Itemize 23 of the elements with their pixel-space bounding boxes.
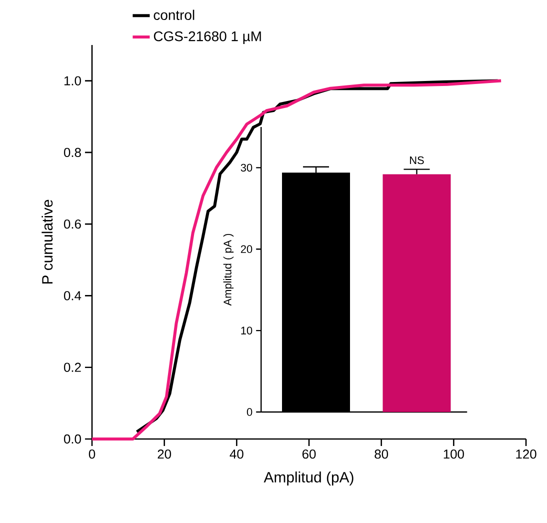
y-tick-label: 10	[241, 326, 252, 334]
legend-label: control	[154, 10, 194, 20]
y-axis-title: P cumulative	[42, 200, 53, 284]
y-tick-label: 30	[240, 164, 252, 172]
y-tick-label: 0.6	[64, 219, 81, 229]
y-tick-label: 0	[246, 408, 252, 416]
x-tick-label: 100	[444, 450, 464, 459]
x-tick-label: 40	[230, 450, 244, 459]
y-tick-label: 0.0	[64, 434, 81, 444]
legend-label: CGS-21680 1 µM	[154, 31, 261, 44]
y-tick-label: 0.8	[64, 148, 81, 158]
y-tick-label: 0.4	[64, 291, 82, 300]
x-tick-label: 20	[158, 450, 172, 459]
x-tick-label: 80	[374, 450, 388, 459]
y-axis-title: Amplitud ( pA )	[223, 234, 234, 306]
x-tick-label: 60	[302, 450, 316, 459]
x-axis-title: Amplitud (pA)	[264, 472, 354, 486]
annotation: NS	[410, 156, 424, 164]
y-tick-label: 1.0	[64, 76, 81, 86]
y-tick-label: 0.2	[64, 362, 81, 372]
y-tick-label: 20	[240, 245, 252, 254]
x-tick-label: 120	[516, 450, 536, 459]
x-tick-label: 0	[88, 450, 96, 459]
